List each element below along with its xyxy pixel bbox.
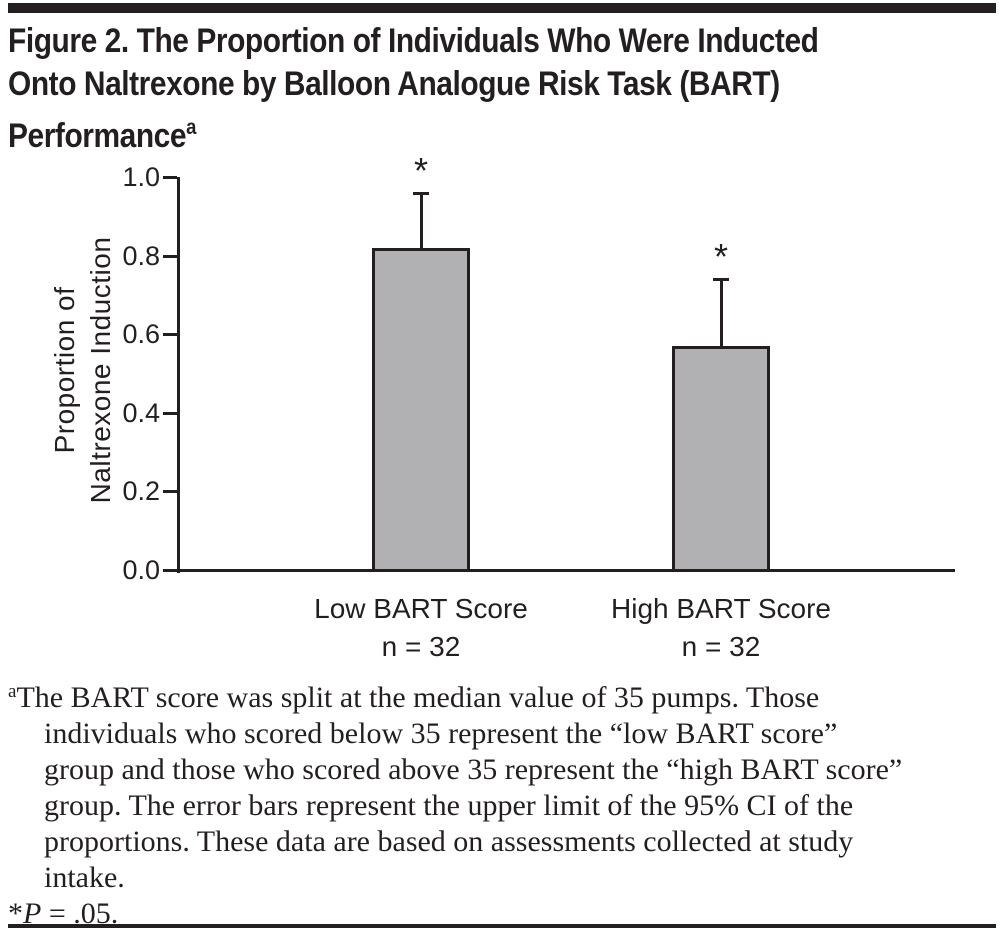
- y-tick: [163, 412, 177, 415]
- y-tick: [163, 255, 177, 258]
- figure-title: Figure 2. The Proportion of Individuals …: [8, 20, 819, 158]
- top-rule: [8, 3, 996, 13]
- y-tick-label: 0.4: [122, 398, 160, 428]
- p-value-symbol: P: [23, 897, 42, 930]
- bar-high-bart-score: [672, 346, 770, 572]
- chart-area: 0.0 0.2 0.4 0.6 0.8 1.0 * Low BART Score n = 32 *…: [122, 150, 955, 662]
- x-axis-line: [177, 569, 955, 572]
- footnote-line: aThe BART score was split at the median …: [8, 681, 820, 714]
- footnote-line: group. The error bars represent the uppe…: [44, 789, 854, 822]
- category-n-label: n = 32: [681, 631, 761, 662]
- footnote-line: group and those who scored above 35 repr…: [44, 753, 903, 786]
- category-label: Low BART Score: [314, 593, 528, 624]
- category-n-label: n = 32: [381, 631, 461, 662]
- title-superscript: a: [186, 116, 196, 139]
- footnote-superscript: a: [8, 681, 17, 702]
- error-bar-cap: [713, 278, 729, 281]
- p-value-star: *: [8, 897, 23, 930]
- error-bar-line: [420, 193, 423, 248]
- category-label: High BART Score: [611, 593, 831, 624]
- footnote-line: proportions. These data are based on ass…: [44, 825, 854, 858]
- y-tick-label: 0.8: [122, 241, 160, 271]
- significance-asterisk: *: [713, 236, 728, 277]
- figure-title-line-1: Figure 2. The Proportion of Individuals …: [8, 22, 819, 60]
- y-tick-label: 0.0: [122, 555, 160, 585]
- p-value-line: *P = .05.: [8, 896, 1000, 932]
- bottom-rule: [8, 924, 996, 928]
- error-bar-line: [720, 279, 723, 346]
- y-tick-label: 1.0: [122, 162, 160, 192]
- figure-title-line-2: Onto Naltrexone by Balloon Analogue Risk…: [8, 65, 780, 103]
- y-tick-label: 0.2: [122, 476, 160, 506]
- footnote-line: intake.: [44, 861, 125, 894]
- error-bar-cap: [413, 192, 429, 195]
- y-tick-label: 0.6: [122, 319, 160, 349]
- footnote-line: individuals who scored below 35 represen…: [44, 717, 838, 750]
- footnote: aThe BART score was split at the median …: [8, 674, 1000, 932]
- bar-low-bart-score: [372, 248, 470, 572]
- figure-title-line-3: Performancea: [8, 116, 196, 155]
- significance-asterisk: *: [413, 150, 428, 191]
- y-axis-line: [177, 177, 180, 573]
- y-tick: [163, 569, 177, 572]
- y-tick: [163, 176, 177, 179]
- y-tick: [163, 490, 177, 493]
- y-tick: [163, 333, 177, 336]
